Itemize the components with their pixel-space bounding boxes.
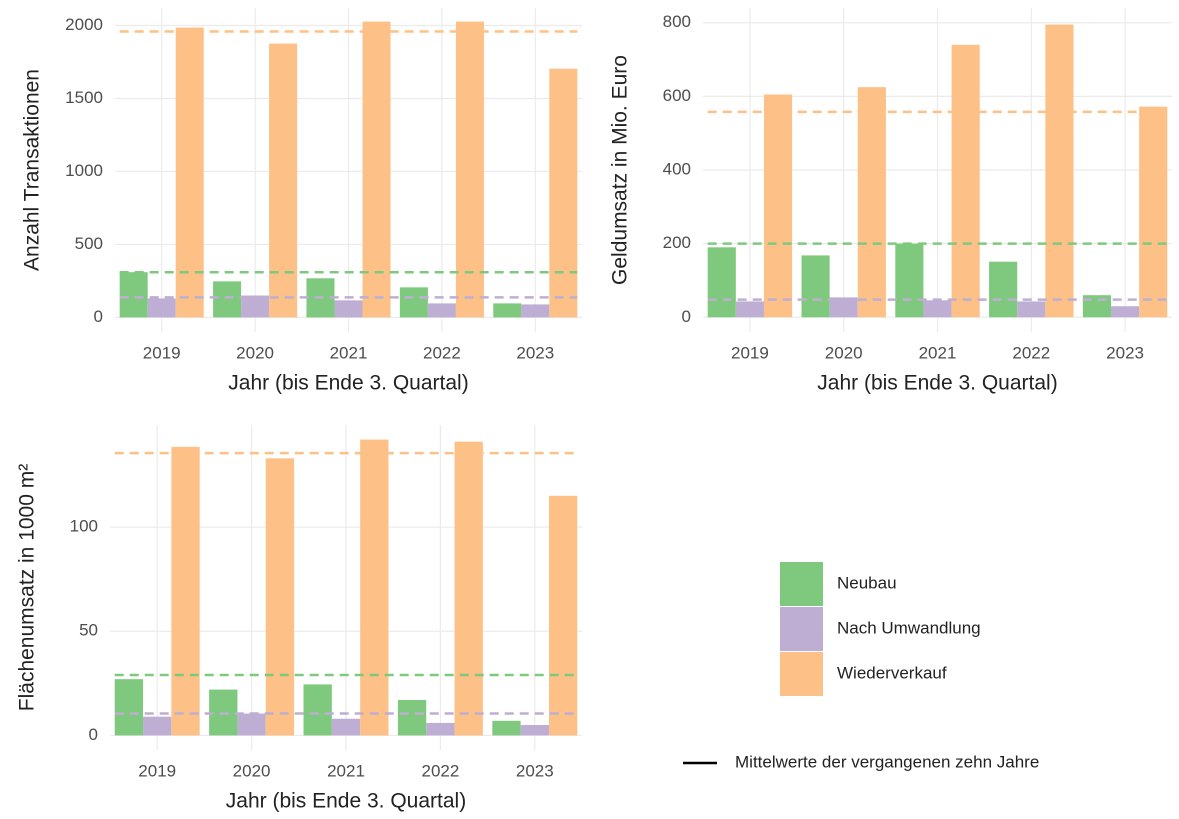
legend-note: Mittelwerte der vergangenen zehn Jahre	[735, 752, 1039, 771]
legend-key	[780, 607, 823, 651]
y-tick-label: 100	[70, 517, 98, 536]
bar	[114, 679, 144, 736]
bar	[147, 298, 176, 318]
bar	[520, 725, 549, 736]
bar	[265, 458, 295, 736]
x-tick-label: 2022	[421, 761, 459, 780]
bar	[829, 297, 858, 318]
legend-label: Neubau	[837, 573, 897, 592]
bar	[143, 716, 172, 736]
bar	[119, 272, 148, 318]
x-axis-title: Jahr (bis Ende 3. Quartal)	[817, 372, 1057, 395]
bar	[548, 495, 578, 736]
y-tick-label: 500	[75, 234, 103, 253]
bar	[237, 713, 266, 736]
bar	[213, 281, 242, 318]
y-axis-title: Geldumsatz in Mio. Euro	[609, 55, 632, 285]
bar	[493, 303, 522, 318]
bar	[735, 301, 764, 318]
bar	[923, 300, 952, 318]
bar	[331, 718, 361, 736]
y-tick-label: 0	[89, 725, 98, 744]
x-tick-label: 2023	[516, 761, 554, 780]
bar	[241, 295, 270, 318]
bar	[989, 261, 1018, 318]
x-tick-label: 2020	[825, 343, 863, 362]
y-axis-title: Anzahl Transaktionen	[21, 69, 44, 271]
x-tick-label: 2022	[423, 343, 461, 362]
x-tick-label: 2023	[516, 343, 554, 362]
bar	[549, 68, 578, 318]
x-tick-label: 2021	[330, 343, 368, 362]
x-tick-label: 2021	[327, 761, 365, 780]
y-tick-label: 0	[94, 307, 103, 326]
bar	[362, 21, 391, 318]
bar	[895, 243, 924, 318]
x-tick-label: 2020	[233, 761, 271, 780]
bar	[269, 43, 298, 318]
x-tick-label: 2020	[236, 343, 274, 362]
bar	[521, 304, 550, 318]
bar	[360, 439, 389, 736]
bar	[492, 720, 521, 736]
y-tick-label: 2000	[65, 15, 103, 34]
bar	[1045, 24, 1074, 318]
x-axis-title: Jahr (bis Ende 3. Quartal)	[228, 372, 468, 395]
bar	[454, 441, 483, 736]
bar	[951, 44, 980, 318]
y-tick-label: 50	[79, 621, 98, 640]
y-tick-label: 400	[663, 159, 691, 178]
bar	[707, 247, 736, 318]
bar	[334, 300, 363, 318]
y-tick-label: 0	[682, 307, 691, 326]
x-axis-title: Jahr (bis Ende 3. Quartal)	[226, 790, 466, 813]
legend-key	[780, 562, 823, 606]
bar	[1017, 301, 1046, 318]
x-tick-label: 2023	[1106, 343, 1144, 362]
bar	[455, 21, 484, 318]
bar	[857, 87, 886, 318]
bar	[763, 94, 793, 318]
y-tick-label: 600	[663, 86, 691, 105]
x-tick-label: 2019	[143, 343, 181, 362]
bar	[303, 684, 332, 736]
y-tick-label: 800	[663, 12, 691, 31]
bar	[426, 722, 455, 736]
x-tick-label: 2022	[1012, 343, 1050, 362]
x-tick-label: 2019	[731, 343, 769, 362]
legend-label: Wiederverkauf	[837, 663, 947, 682]
bar	[427, 303, 456, 318]
y-tick-label: 1500	[65, 88, 103, 107]
legend-key	[780, 652, 823, 696]
x-tick-label: 2019	[138, 761, 176, 780]
legend-label: Nach Umwandlung	[837, 618, 981, 637]
y-tick-label: 200	[663, 233, 691, 252]
bar	[1111, 306, 1140, 318]
bar	[175, 27, 204, 318]
bar	[801, 255, 830, 318]
x-tick-label: 2021	[919, 343, 957, 362]
y-axis-title: Flächenumsatz in 1000 m²	[16, 464, 39, 711]
y-tick-label: 1000	[65, 161, 103, 180]
bar	[399, 287, 428, 318]
bar	[1139, 106, 1168, 318]
bar	[397, 700, 427, 736]
bar	[171, 446, 200, 736]
